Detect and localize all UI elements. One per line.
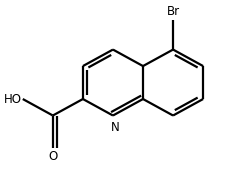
Text: N: N [110,121,119,134]
Text: O: O [48,150,57,163]
Text: Br: Br [166,5,179,18]
Text: HO: HO [4,93,22,106]
